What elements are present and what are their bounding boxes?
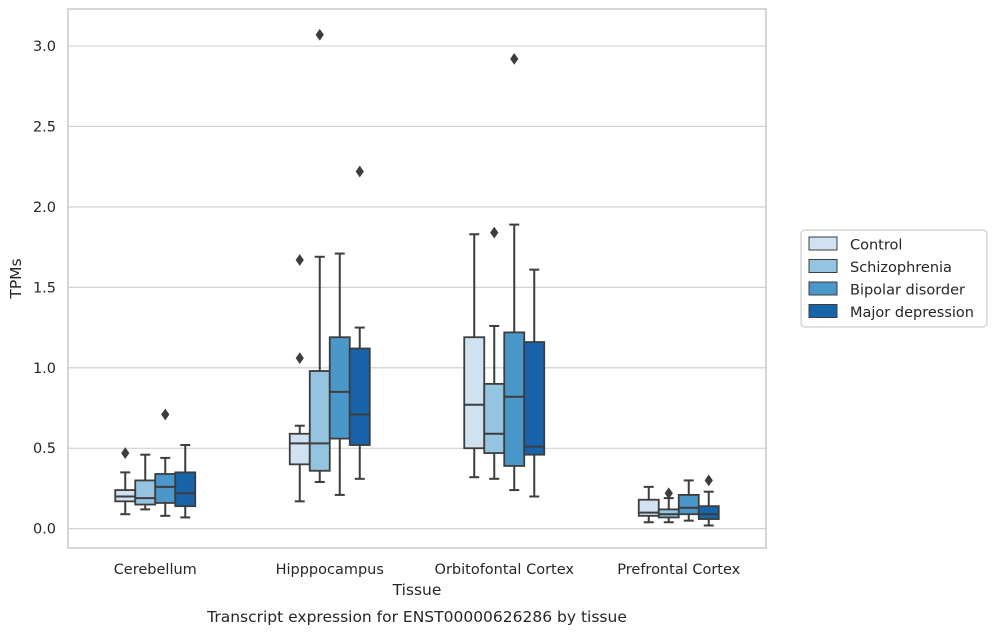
category-group [463,53,546,498]
legend-swatch [808,281,838,296]
y-tick-label: 0.0 [33,522,56,538]
y-tick-label: 2.0 [33,200,56,216]
box [174,444,197,519]
box [328,252,351,496]
y-tick-label: 0.5 [33,441,56,457]
legend-label: Bipolar disorder [850,283,965,299]
box-body [463,336,486,450]
plot-frame [67,8,767,549]
box-body [697,505,720,520]
box-body [308,370,331,472]
category-group [288,28,371,503]
grid-lines [68,45,766,530]
box [154,408,177,517]
x-tick-label: Orbitofontal Cortex [435,562,575,578]
outlier-point [355,165,364,178]
box [348,165,371,480]
legend-item: Schizophrenia [808,259,952,276]
chart-title: Transcript expression for ENST0000062628… [206,608,627,626]
box-body [134,479,157,506]
outlier-point [510,53,519,65]
legend: Control Schizophrenia Bipolar disorder Majo… [800,229,988,328]
outlier-point [704,474,713,487]
legend-frame [800,229,988,328]
legend-label: Major depression [850,305,974,321]
outlier-point [295,352,304,365]
box [677,479,700,522]
box-body [523,341,546,456]
outlier-point [315,28,324,41]
box-body [483,382,506,454]
box [697,474,720,527]
outlier-point [295,254,304,266]
box [134,453,157,511]
box-body [348,347,371,446]
box [503,53,526,492]
box [657,487,680,524]
box [523,268,546,498]
legend-swatch [808,236,838,251]
legend-item: Control [808,236,902,254]
category-group [114,408,197,519]
box [637,485,660,524]
legend-swatch [808,304,838,318]
box [288,254,311,503]
box-body [677,494,700,516]
legend-swatch [808,259,838,273]
y-axis-label: TPMs [7,258,25,299]
box [308,28,331,484]
y-tick-label: 1.0 [33,361,56,377]
legend-item: Major depression [808,304,974,321]
outlier-point [664,487,673,500]
box [114,447,137,516]
outlier-point [121,447,130,459]
outlier-point [161,408,170,421]
box-body [288,432,311,466]
x-tick-label: Hipppocampus [276,562,384,578]
y-tick-label: 1.5 [33,280,56,296]
y-tick-label: 3.0 [33,39,56,55]
x-axis-label: Tissue [392,581,442,599]
box-body [174,471,197,508]
category-group [637,474,720,527]
legend-item: Bipolar disorder [808,281,965,299]
outlier-point [490,226,499,239]
box-body [503,331,526,467]
box-body [328,336,351,440]
x-tick-label: Prefrontal Cortex [617,562,740,578]
box [463,233,486,479]
box-body [154,473,177,504]
legend-label: Control [850,238,902,254]
y-tick-label: 2.5 [33,119,56,135]
legend-label: Schizophrenia [850,260,952,276]
box [483,226,506,480]
x-tick-label: Cerebellum [114,562,197,578]
